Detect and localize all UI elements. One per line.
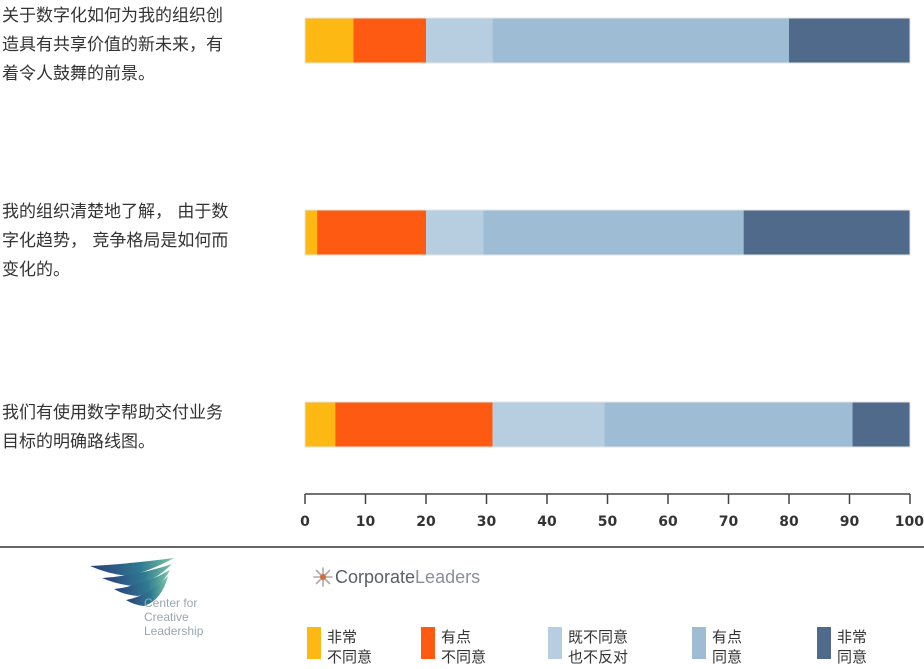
- bar-outline-q1: [304, 17, 911, 64]
- star-icon: [313, 567, 333, 587]
- bar-outline-q2: [304, 209, 911, 256]
- legend-label-line-1: 有点: [712, 628, 743, 646]
- x-tick-label: 70: [719, 514, 739, 530]
- x-tick-label: 10: [356, 514, 376, 530]
- ccl-line-1: Center for: [144, 596, 198, 610]
- x-tick-label: 30: [477, 514, 497, 530]
- bar-segment-q3-s1: [305, 402, 336, 447]
- legend-label-line-1: 非常: [837, 628, 868, 646]
- question-2-line-2: 字化趋势， 竞争格局是如何而: [2, 231, 229, 251]
- bar-segment-q1-s2: [353, 18, 426, 63]
- corporate-leaders-wordmark: CorporateLeaders: [335, 567, 480, 588]
- x-tick-label: 20: [416, 514, 436, 530]
- bar-segment-q2-s4: [483, 210, 744, 255]
- question-2-line-1: 我的组织清楚地了解， 由于数: [2, 202, 229, 222]
- corporate-word: Corporate: [335, 566, 416, 587]
- x-tick-label: 40: [537, 514, 557, 530]
- legend-swatch: [307, 627, 321, 659]
- legend-label-line-1: 既不同意: [568, 628, 629, 646]
- x-tick-label: 50: [598, 514, 618, 530]
- legend-label-line-1: 非常: [327, 628, 358, 646]
- bar-segment-q2-s3: [426, 210, 484, 255]
- legend-label-line-2: 同意: [837, 648, 868, 666]
- legend-label-line-1: 有点: [441, 628, 472, 646]
- question-1-line-3: 着令人鼓舞的前景。: [2, 64, 155, 84]
- x-tick-label: 80: [779, 514, 799, 530]
- x-tick-label: 90: [840, 514, 860, 530]
- legend-item-strongly-agree: 非常 同意: [817, 627, 867, 667]
- bar-segment-q3-s4: [604, 402, 853, 447]
- bar-segment-q1-s3: [426, 18, 493, 63]
- corporate-leaders-logo: CorporateLeaders: [311, 564, 480, 590]
- legend-label-line-2: 不同意: [327, 648, 373, 666]
- legend-item-strongly-disagree: 非常 不同意: [307, 627, 372, 667]
- legend-swatch: [817, 627, 831, 659]
- question-3-line-2: 目标的明确路线图。: [2, 432, 155, 452]
- legend-label-line-2: 同意: [712, 648, 743, 666]
- bar-segment-q1-s4: [492, 18, 789, 63]
- x-tick-label: 100: [895, 514, 924, 530]
- bar-segment-q1-s5: [789, 18, 910, 63]
- question-3-line-1: 我们有使用数字帮助交付业务: [2, 403, 223, 423]
- legend-swatch: [421, 627, 435, 659]
- bar-segment-q3-s3: [492, 402, 605, 447]
- question-label-1: 关于数字化如何为我的组织创 造具有共享价值的新未来，有 着令人鼓舞的前景。: [2, 2, 272, 89]
- bar-segment-q2-s5: [743, 210, 910, 255]
- bar-segment-q1-s1: [305, 18, 354, 63]
- ccl-wings-logo: [90, 558, 174, 606]
- ccl-logo-text: Center for Creative Leadership: [144, 596, 244, 638]
- bar-segment-q2-s1: [305, 210, 318, 255]
- ccl-line-2: Creative: [144, 610, 189, 624]
- bar-segment-q3-s5: [852, 402, 910, 447]
- legend-swatch: [692, 627, 706, 659]
- stacked-bar-chart: 0 10 20 30 40 50 60 70 80 90 100: [300, 17, 924, 530]
- footer-divider: [0, 546, 924, 548]
- question-label-3: 我们有使用数字帮助交付业务 目标的明确路线图。: [2, 399, 272, 457]
- legend-item-somewhat-agree: 有点 同意: [692, 627, 742, 667]
- question-label-2: 我的组织清楚地了解， 由于数 字化趋势， 竞争格局是如何而 变化的。: [2, 198, 272, 285]
- legend-item-somewhat-disagree: 有点 不同意: [421, 627, 486, 667]
- bar-segment-q2-s2: [317, 210, 426, 255]
- bar-outline-q3: [304, 401, 911, 448]
- legend-label-line-2: 不同意: [441, 648, 487, 666]
- question-2-line-3: 变化的。: [2, 260, 70, 280]
- question-1-line-1: 关于数字化如何为我的组织创: [2, 6, 223, 26]
- x-tick-label: 0: [300, 514, 310, 530]
- question-1-line-2: 造具有共享价值的新未来，有: [2, 35, 223, 55]
- x-tick-label: 60: [658, 514, 678, 530]
- legend-swatch: [548, 627, 562, 659]
- ccl-line-3: Leadership: [144, 624, 204, 638]
- leaders-word: Leaders: [415, 566, 481, 587]
- bar-segment-q3-s2: [335, 402, 493, 447]
- legend-label-line-2: 也不反对: [568, 648, 629, 666]
- legend-item-neutral: 既不同意 也不反对: [548, 627, 628, 667]
